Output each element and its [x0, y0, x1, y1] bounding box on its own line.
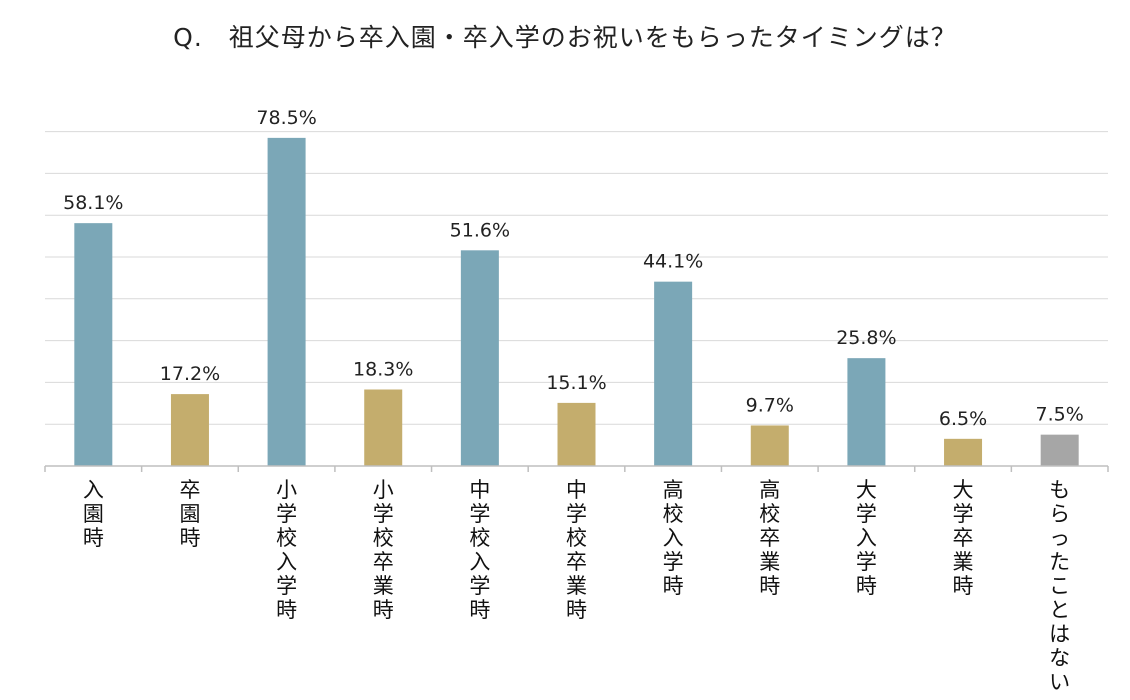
value-label: 7.5% — [1036, 404, 1084, 426]
value-label: 9.7% — [746, 394, 794, 416]
bars — [74, 137, 1079, 466]
value-label: 51.6% — [450, 219, 510, 241]
bar-11 — [1040, 434, 1079, 466]
value-label: 25.8% — [836, 327, 896, 349]
x-axis — [44, 465, 1109, 472]
value-label: 78.5% — [256, 107, 316, 129]
gridlines — [45, 131, 1108, 425]
value-label: 44.1% — [643, 251, 703, 273]
bar-2 — [170, 394, 209, 466]
bar-4 — [364, 389, 403, 466]
value-label: 18.3% — [353, 359, 413, 381]
bar-7 — [654, 281, 693, 466]
category-label: 高校入学時 — [662, 478, 684, 598]
category-label: 中学校入学時 — [469, 478, 491, 622]
bar-10 — [944, 438, 983, 466]
category-label: 高校卒業時 — [759, 478, 781, 598]
bar-3 — [267, 137, 306, 466]
bar-9 — [847, 358, 886, 466]
category-label: もらったことはない — [1049, 478, 1071, 694]
category-label: 入園時 — [82, 478, 104, 550]
value-label: 58.1% — [63, 192, 123, 214]
category-label: 小学校卒業時 — [372, 478, 394, 622]
bar-1 — [74, 223, 113, 466]
bar-5 — [460, 250, 499, 466]
value-label: 17.2% — [160, 363, 220, 385]
category-label: 卒園時 — [179, 478, 201, 550]
category-label: 中学校卒業時 — [566, 478, 587, 622]
category-label: 小学校入学時 — [276, 478, 298, 622]
value-label: 6.5% — [939, 408, 987, 430]
category-label: 大学入学時 — [855, 478, 877, 598]
chart-title: Q. 祖父母から卒入園・卒入学のお祝いをもらったタイミングは？ — [173, 23, 957, 52]
category-label: 大学卒業時 — [952, 478, 974, 598]
bar-8 — [750, 425, 789, 466]
value-label: 15.1% — [546, 372, 606, 394]
value-labels: 58.1% 17.2% 78.5% 18.3% 51.6% 15.1% 44.1% 9.7% 2… — [63, 107, 1084, 430]
bar-6 — [557, 402, 596, 466]
